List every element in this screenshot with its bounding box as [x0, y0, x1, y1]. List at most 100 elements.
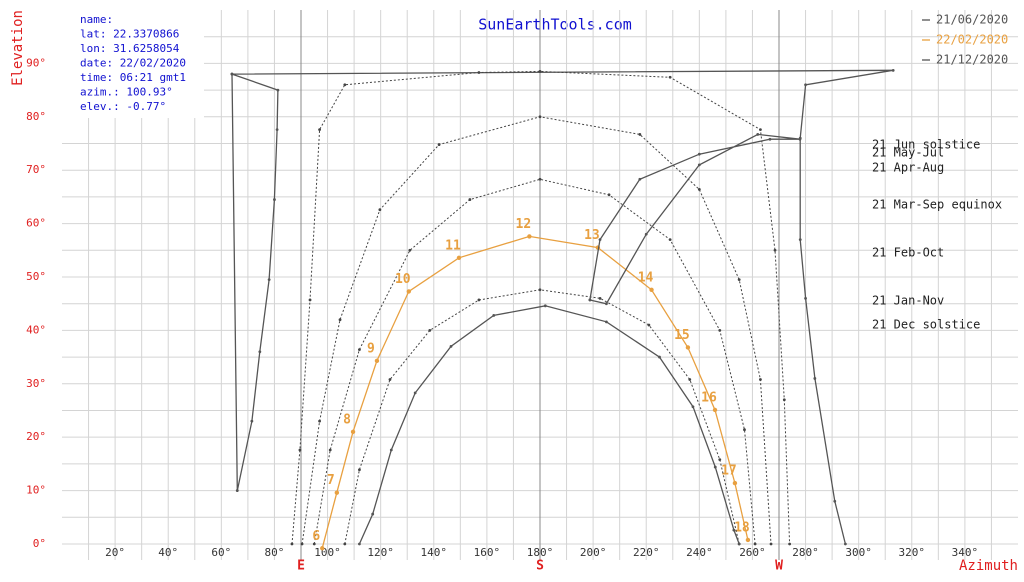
info-line: lon: 31.6258054 [80, 42, 180, 55]
y-tick-label: 30° [26, 377, 46, 390]
hour-label: 18 [734, 520, 750, 535]
x-tick-label: 280° [792, 546, 819, 559]
x-tick-label: 80° [265, 546, 285, 559]
info-line: date: 22/02/2020 [80, 57, 186, 70]
x-axis-title: Azimuth [959, 558, 1018, 574]
x-tick-label: 220° [633, 546, 660, 559]
x-tick-label: 320° [899, 546, 926, 559]
point [250, 419, 254, 423]
info-line: elev.: -0.77° [80, 100, 166, 113]
curve-label: 21 May-Jul [872, 146, 944, 160]
hour-label: 12 [516, 217, 532, 232]
point [300, 542, 304, 546]
point [759, 378, 762, 381]
x-tick-label: 300° [845, 546, 872, 559]
point [647, 323, 651, 327]
point [813, 377, 817, 380]
point [773, 248, 777, 252]
legend-label: 22/02/2020 [936, 33, 1008, 47]
point [607, 193, 611, 197]
point [732, 528, 736, 532]
hour-label: 6 [312, 529, 320, 544]
point [745, 537, 751, 543]
sun-path [589, 133, 801, 305]
point [477, 71, 481, 74]
point [697, 188, 701, 191]
point [468, 198, 472, 201]
point [388, 378, 392, 381]
x-tick-label: 260° [739, 546, 766, 559]
point [756, 133, 760, 136]
point [275, 128, 279, 132]
point [833, 499, 837, 503]
point [308, 298, 312, 302]
hour-label: 14 [638, 270, 654, 285]
point [371, 512, 375, 516]
point [413, 391, 417, 395]
point [374, 358, 380, 364]
point [230, 72, 234, 76]
point [538, 70, 542, 73]
x-tick-label: 20° [105, 546, 125, 559]
y-axis-title: Elevation [10, 10, 26, 86]
hour-label: 9 [367, 341, 375, 356]
point [408, 248, 412, 252]
y-tick-label: 70° [26, 163, 46, 176]
y-tick-label: 20° [26, 430, 46, 443]
legend-label: 21/06/2020 [936, 13, 1008, 27]
point [290, 542, 294, 546]
sun-path [291, 70, 791, 545]
point [328, 448, 332, 452]
hour-label: 10 [395, 272, 411, 287]
x-tick-label: 160° [474, 546, 501, 559]
curve-label: 21 Jan-Nov [872, 294, 944, 308]
point [358, 542, 361, 546]
y-tick-label: 0° [33, 537, 46, 550]
x-tick-label: 200° [580, 546, 607, 559]
point [891, 68, 895, 72]
y-tick-label: 50° [26, 270, 46, 283]
point [527, 234, 532, 239]
point [538, 115, 542, 119]
point [804, 296, 807, 300]
point [318, 128, 321, 132]
point [428, 328, 432, 332]
y-tick-label: 60° [26, 217, 46, 230]
point [685, 345, 691, 350]
info-line: time: 06:21 gmt1 [80, 71, 186, 84]
point [267, 278, 271, 282]
point [273, 198, 276, 201]
point [769, 542, 773, 546]
x-tick-label: 140° [421, 546, 448, 559]
hour-label: 15 [674, 328, 690, 343]
direction-label: E [297, 559, 305, 574]
point [732, 480, 738, 486]
point [389, 448, 393, 452]
point [638, 133, 642, 136]
point [604, 320, 608, 324]
point [406, 289, 412, 294]
point [718, 328, 722, 332]
x-tick-label: 240° [686, 546, 713, 559]
direction-label: W [775, 559, 783, 574]
point [543, 304, 547, 308]
point [538, 177, 542, 181]
point [804, 83, 807, 87]
point [788, 542, 792, 546]
point [334, 490, 340, 495]
curve-label: 21 Apr-Aug [872, 161, 944, 175]
point [343, 83, 347, 87]
x-tick-label: 340° [952, 546, 979, 559]
point [843, 542, 847, 546]
y-tick-label: 10° [26, 484, 46, 497]
point [718, 458, 722, 462]
point [312, 542, 316, 546]
point [456, 255, 462, 260]
point [598, 296, 602, 300]
point [449, 345, 453, 348]
point [737, 278, 741, 282]
point [318, 419, 321, 423]
x-tick-label: 100° [314, 546, 341, 559]
hour-label: 11 [445, 238, 461, 253]
